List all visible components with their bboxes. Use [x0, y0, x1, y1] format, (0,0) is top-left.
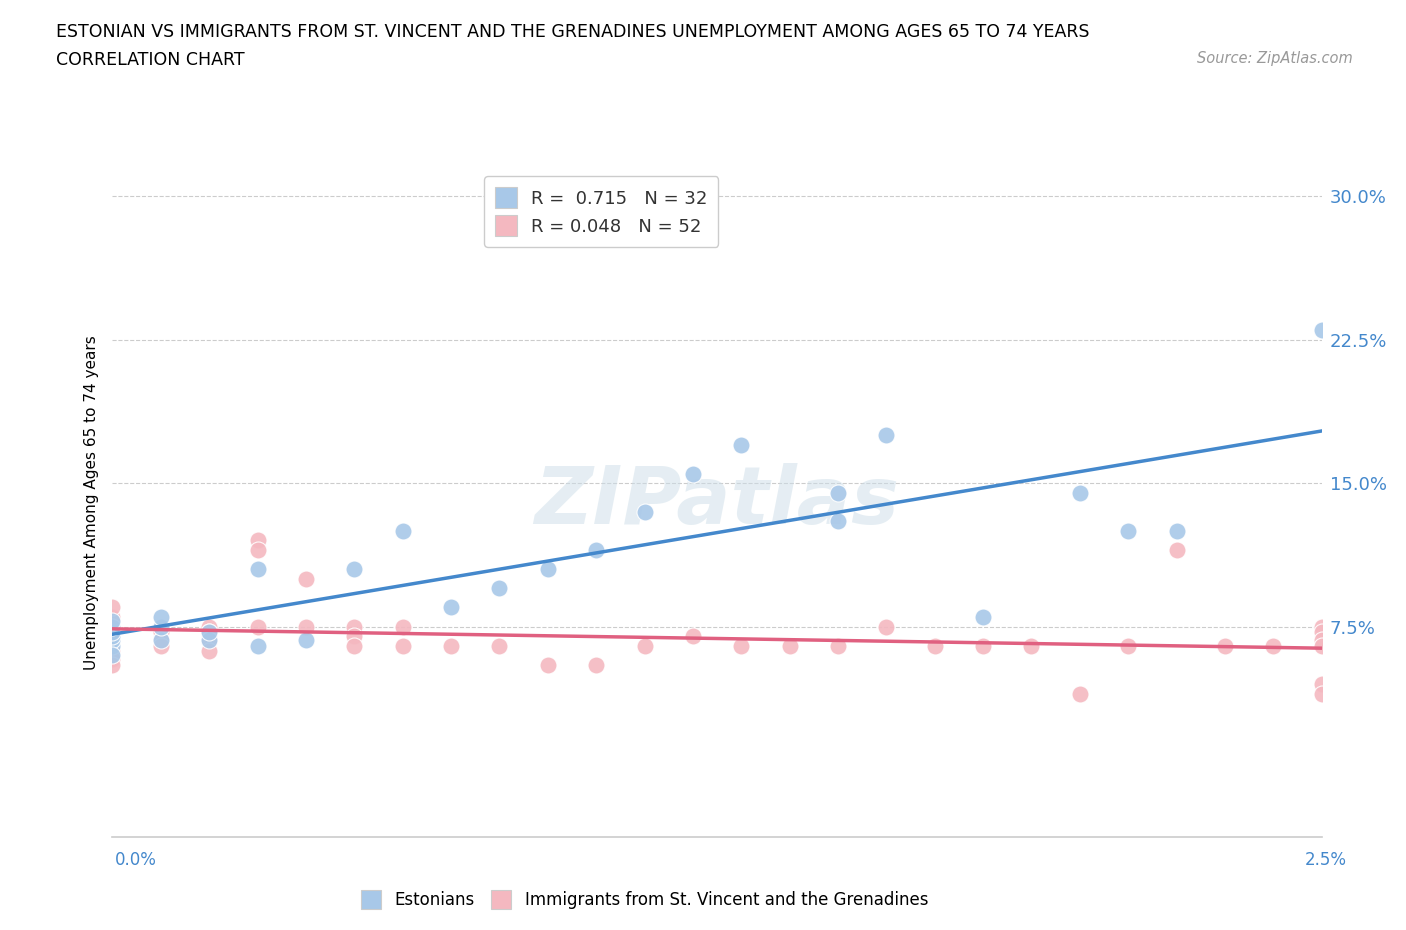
- Y-axis label: Unemployment Among Ages 65 to 74 years: Unemployment Among Ages 65 to 74 years: [83, 335, 98, 670]
- Text: Source: ZipAtlas.com: Source: ZipAtlas.com: [1197, 51, 1353, 66]
- Point: [246, 562, 269, 577]
- Point: [101, 619, 124, 634]
- Point: [198, 619, 221, 634]
- Point: [198, 625, 221, 640]
- Point: [101, 629, 124, 644]
- Point: [1069, 686, 1091, 701]
- Point: [198, 632, 221, 647]
- Point: [1310, 323, 1333, 338]
- Point: [101, 632, 124, 647]
- Text: ESTONIAN VS IMMIGRANTS FROM ST. VINCENT AND THE GRENADINES UNEMPLOYMENT AMONG AG: ESTONIAN VS IMMIGRANTS FROM ST. VINCENT …: [56, 23, 1090, 41]
- Point: [779, 638, 801, 653]
- Text: 0.0%: 0.0%: [115, 851, 157, 870]
- Point: [246, 533, 269, 548]
- Point: [246, 542, 269, 557]
- Point: [149, 609, 172, 624]
- Point: [585, 542, 607, 557]
- Point: [343, 629, 366, 644]
- Point: [730, 437, 752, 452]
- Point: [682, 629, 704, 644]
- Point: [295, 571, 318, 586]
- Point: [101, 619, 124, 634]
- Point: [633, 638, 655, 653]
- Point: [1116, 638, 1139, 653]
- Point: [1310, 686, 1333, 701]
- Point: [149, 638, 172, 653]
- Point: [343, 619, 366, 634]
- Point: [827, 485, 849, 500]
- Point: [440, 600, 463, 615]
- Point: [537, 562, 560, 577]
- Point: [101, 638, 124, 653]
- Point: [101, 625, 124, 640]
- Point: [391, 638, 413, 653]
- Point: [149, 632, 172, 647]
- Point: [101, 625, 124, 640]
- Point: [1263, 638, 1285, 653]
- Point: [101, 600, 124, 615]
- Point: [101, 652, 124, 667]
- Point: [101, 648, 124, 663]
- Point: [101, 658, 124, 672]
- Point: [827, 514, 849, 529]
- Point: [149, 632, 172, 647]
- Point: [149, 619, 172, 634]
- Point: [1310, 632, 1333, 647]
- Point: [1116, 524, 1139, 538]
- Point: [391, 619, 413, 634]
- Point: [246, 619, 269, 634]
- Point: [101, 614, 124, 629]
- Point: [488, 638, 510, 653]
- Text: 2.5%: 2.5%: [1305, 851, 1347, 870]
- Point: [875, 428, 897, 443]
- Point: [149, 619, 172, 634]
- Point: [488, 581, 510, 596]
- Point: [343, 562, 366, 577]
- Point: [875, 619, 897, 634]
- Point: [537, 658, 560, 672]
- Point: [101, 644, 124, 658]
- Point: [682, 466, 704, 481]
- Point: [1069, 485, 1091, 500]
- Point: [149, 625, 172, 640]
- Text: ZIPatlas: ZIPatlas: [534, 463, 900, 541]
- Point: [295, 619, 318, 634]
- Point: [101, 619, 124, 634]
- Point: [730, 638, 752, 653]
- Point: [827, 638, 849, 653]
- Point: [1310, 676, 1333, 691]
- Point: [101, 632, 124, 647]
- Point: [1310, 638, 1333, 653]
- Point: [198, 632, 221, 647]
- Point: [1310, 625, 1333, 640]
- Point: [343, 638, 366, 653]
- Point: [198, 625, 221, 640]
- Point: [1166, 524, 1188, 538]
- Point: [101, 609, 124, 624]
- Point: [101, 638, 124, 653]
- Point: [924, 638, 946, 653]
- Text: CORRELATION CHART: CORRELATION CHART: [56, 51, 245, 69]
- Point: [440, 638, 463, 653]
- Point: [585, 658, 607, 672]
- Point: [1021, 638, 1043, 653]
- Point: [391, 524, 413, 538]
- Point: [246, 638, 269, 653]
- Point: [1166, 542, 1188, 557]
- Point: [972, 609, 994, 624]
- Legend: Estonians, Immigrants from St. Vincent and the Grenadines: Estonians, Immigrants from St. Vincent a…: [354, 884, 935, 916]
- Point: [1213, 638, 1236, 653]
- Point: [1310, 619, 1333, 634]
- Point: [295, 632, 318, 647]
- Point: [633, 504, 655, 519]
- Point: [198, 644, 221, 658]
- Point: [972, 638, 994, 653]
